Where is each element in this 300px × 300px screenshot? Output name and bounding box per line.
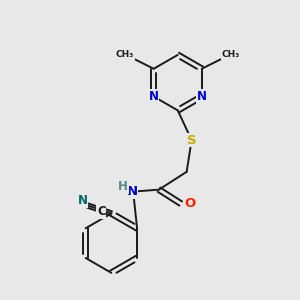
Text: C: C	[97, 205, 106, 218]
Text: CH₃: CH₃	[116, 50, 134, 59]
Text: O: O	[184, 197, 195, 210]
Text: N: N	[78, 194, 88, 207]
Text: CH₃: CH₃	[221, 50, 240, 59]
Text: H: H	[118, 180, 128, 193]
Text: S: S	[187, 134, 196, 147]
Text: N: N	[127, 185, 138, 198]
Text: N: N	[197, 90, 207, 103]
Text: N: N	[149, 90, 159, 103]
